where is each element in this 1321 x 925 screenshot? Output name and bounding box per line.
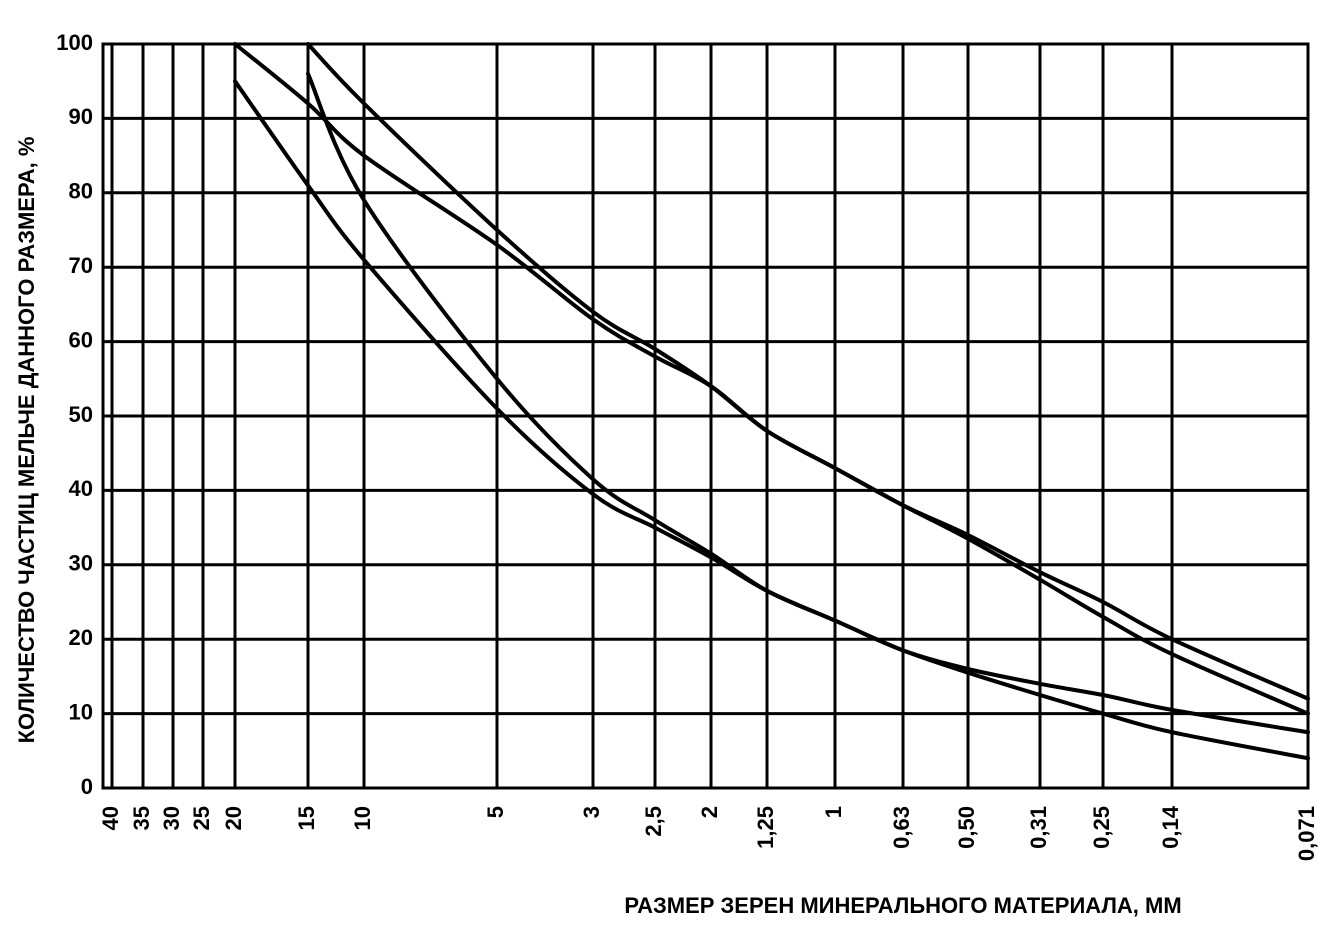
x-tick-labels: 40 35 30 25 20 15 10 5 3 2,5 2 1,25 1 0,63 0,50 0,31 0,2… <box>98 805 1319 861</box>
y-tick-label: 50 <box>69 402 93 427</box>
y-tick-label: 40 <box>69 476 93 501</box>
x-axis-title: РАЗМЕР ЗЕРЕН МИНЕРАЛЬНОГО МАТЕРИАЛА, ММ <box>624 893 1181 918</box>
y-tick-label: 0 <box>81 774 93 799</box>
x-tick-label: 0,071 <box>1294 806 1319 861</box>
y-tick-label: 30 <box>69 551 93 576</box>
x-tick-label: 1,25 <box>753 806 778 849</box>
plot-frame <box>101 42 1310 790</box>
x-tick-label: 5 <box>483 806 508 818</box>
y-tick-label: 70 <box>69 253 93 278</box>
x-tick-label: 35 <box>129 806 154 830</box>
y-tick-label: 60 <box>69 327 93 352</box>
series-line-1 <box>233 42 1310 716</box>
x-tick-label: 0,50 <box>954 806 979 849</box>
series-lines <box>233 42 1310 761</box>
y-tick-label: 90 <box>69 104 93 129</box>
y-axis-title: КОЛИЧЕСТВО ЧАСТИЦ МЕЛЬЧЕ ДАННОГО РАЗМЕРА… <box>14 137 39 744</box>
x-tick-label: 3 <box>579 806 604 818</box>
x-tick-label: 0,63 <box>889 806 914 849</box>
x-tick-label: 0,14 <box>1158 805 1183 849</box>
series-line-2 <box>306 42 1310 701</box>
grid <box>101 42 1310 790</box>
x-tick-label: 40 <box>98 806 123 830</box>
x-tick-label: 0,25 <box>1089 806 1114 849</box>
y-tick-label: 100 <box>56 30 93 55</box>
x-tick-label: 1 <box>821 806 846 818</box>
x-tick-label: 10 <box>350 806 375 830</box>
x-tick-label: 20 <box>221 806 246 830</box>
x-tick-label: 2 <box>697 806 722 818</box>
x-tick-label: 25 <box>189 806 214 830</box>
series-line-4 <box>306 71 1310 761</box>
x-tick-label: 0,31 <box>1026 806 1051 849</box>
y-tick-label: 20 <box>69 625 93 650</box>
y-tick-label: 10 <box>69 699 93 724</box>
x-tick-label: 30 <box>159 806 184 830</box>
y-tick-labels: 0 10 20 30 40 50 60 70 80 90 100 <box>56 30 93 799</box>
x-tick-label: 2,5 <box>641 806 666 837</box>
x-tick-label: 15 <box>294 806 319 830</box>
y-tick-label: 80 <box>69 179 93 204</box>
